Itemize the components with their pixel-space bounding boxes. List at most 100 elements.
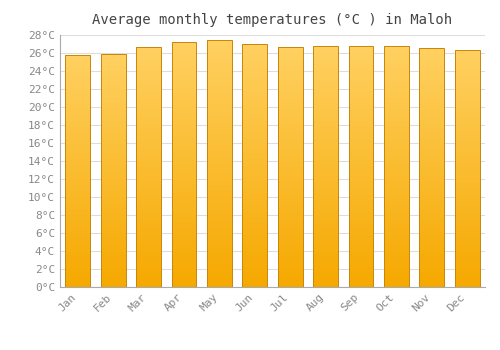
Bar	[66, 55, 90, 58]
Bar	[348, 130, 374, 133]
Bar	[242, 80, 267, 84]
Bar	[136, 227, 161, 230]
Bar	[384, 166, 409, 169]
Bar	[172, 192, 196, 195]
Bar	[100, 60, 126, 63]
Bar	[313, 227, 338, 230]
Bar	[420, 104, 444, 107]
Bar	[348, 266, 374, 269]
Bar	[136, 47, 161, 287]
Bar	[455, 266, 479, 269]
Bar	[384, 106, 409, 109]
Bar	[172, 198, 196, 201]
Bar	[100, 106, 126, 109]
Bar	[455, 56, 479, 59]
Bar	[348, 46, 374, 287]
Bar	[348, 257, 374, 260]
Bar	[278, 92, 302, 95]
Bar	[384, 76, 409, 79]
Bar	[278, 47, 302, 287]
Bar	[136, 272, 161, 275]
Bar	[207, 173, 232, 176]
Bar	[278, 212, 302, 215]
Bar	[348, 121, 374, 124]
Bar	[455, 71, 479, 74]
Bar	[348, 194, 374, 197]
Bar	[313, 103, 338, 106]
Bar	[207, 117, 232, 120]
Bar	[420, 221, 444, 224]
Bar	[313, 49, 338, 52]
Bar	[207, 126, 232, 129]
Bar	[100, 179, 126, 182]
Bar	[384, 70, 409, 73]
Bar	[66, 81, 90, 84]
Bar	[172, 143, 196, 146]
Bar	[207, 275, 232, 278]
Bar	[136, 215, 161, 218]
Bar	[313, 121, 338, 124]
Bar	[66, 162, 90, 165]
Bar	[348, 203, 374, 205]
Bar	[278, 158, 302, 161]
Bar	[313, 73, 338, 76]
Bar	[348, 103, 374, 106]
Bar	[172, 189, 196, 192]
Bar	[136, 242, 161, 245]
Bar	[136, 248, 161, 251]
Bar	[278, 131, 302, 134]
Bar	[384, 220, 409, 224]
Bar	[242, 217, 267, 220]
Bar	[278, 98, 302, 101]
Bar	[278, 83, 302, 86]
Bar	[66, 217, 90, 220]
Bar	[172, 70, 196, 73]
Bar	[420, 206, 444, 209]
Bar	[136, 119, 161, 122]
Bar	[66, 244, 90, 246]
Bar	[100, 118, 126, 121]
Bar	[100, 255, 126, 258]
Bar	[100, 141, 126, 144]
Bar	[100, 258, 126, 261]
Bar	[66, 171, 90, 174]
Bar	[278, 68, 302, 71]
Bar	[348, 85, 374, 88]
Bar	[172, 64, 196, 67]
Bar	[348, 49, 374, 52]
Bar	[455, 74, 479, 77]
Bar	[207, 166, 232, 169]
Bar	[455, 124, 479, 127]
Bar	[242, 202, 267, 205]
Bar	[278, 272, 302, 275]
Bar	[455, 240, 479, 243]
Bar	[348, 199, 374, 203]
Bar	[384, 281, 409, 284]
Bar	[384, 188, 409, 190]
Bar	[384, 151, 409, 154]
Bar	[313, 284, 338, 287]
Bar	[455, 95, 479, 98]
Bar	[384, 55, 409, 58]
Bar	[278, 128, 302, 131]
Bar	[242, 102, 267, 105]
Bar	[278, 209, 302, 212]
Bar	[207, 142, 232, 145]
Bar	[242, 275, 267, 278]
Bar	[100, 98, 126, 100]
Bar	[384, 205, 409, 209]
Bar	[384, 139, 409, 142]
Bar	[242, 77, 267, 80]
Bar	[420, 281, 444, 284]
Bar	[278, 257, 302, 260]
Bar	[384, 230, 409, 233]
Bar	[66, 258, 90, 261]
Bar	[136, 179, 161, 182]
Bar	[242, 187, 267, 190]
Bar	[420, 122, 444, 125]
Bar	[455, 228, 479, 231]
Bar	[384, 103, 409, 106]
Bar	[66, 119, 90, 121]
Bar	[136, 230, 161, 233]
Bar	[242, 190, 267, 193]
